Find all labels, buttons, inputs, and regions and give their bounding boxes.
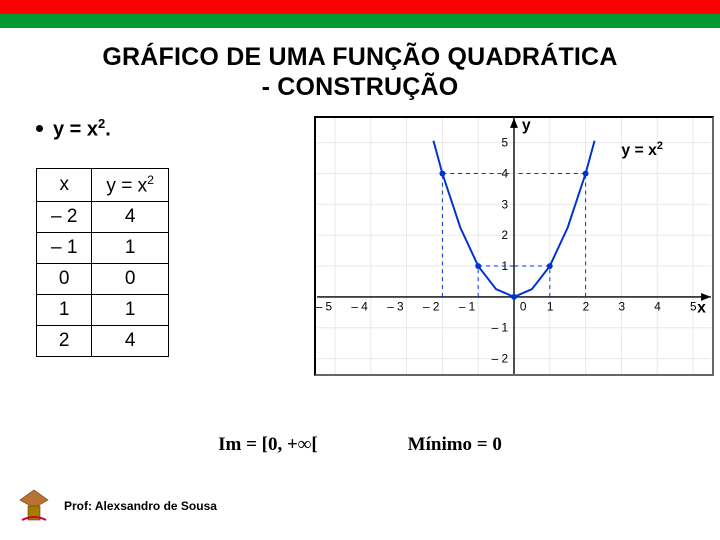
im-text: Im = [0, +∞[ [218, 434, 318, 456]
cell-x: 0 [37, 263, 92, 294]
svg-text:y: y [522, 118, 531, 134]
cell-y: 4 [92, 325, 169, 356]
col-y-prefix: y = x [106, 175, 147, 196]
parabola-chart: – 5– 4– 3– 2– 1012345– 2– 112345yxy = x2 [316, 118, 712, 374]
svg-text:– 3: – 3 [387, 300, 404, 314]
title-line-1: GRÁFICO DE UMA FUNÇÃO QUADRÁTICA [102, 43, 617, 71]
svg-text:– 1: – 1 [492, 321, 508, 335]
content-area: y = x2. x y = x2 – 24 – 11 00 11 24 – 5–… [0, 116, 720, 357]
cell-x: – 2 [37, 201, 92, 232]
cell-x: 1 [37, 294, 92, 325]
svg-text:– 2: – 2 [492, 352, 508, 366]
svg-text:2: 2 [583, 300, 590, 314]
min-text: Mínimo = 0 [408, 434, 502, 456]
top-bar-green [0, 14, 720, 28]
svg-text:– 2: – 2 [423, 300, 439, 314]
svg-text:– 4: – 4 [351, 300, 368, 314]
cell-x: 2 [37, 325, 92, 356]
table-row: – 11 [37, 232, 169, 263]
svg-text:0: 0 [520, 300, 527, 314]
svg-text:1: 1 [547, 300, 554, 314]
chart-container: – 5– 4– 3– 2– 1012345– 2– 112345yxy = x2 [314, 116, 714, 376]
svg-text:– 1: – 1 [459, 300, 475, 314]
col-y-header: y = x2 [92, 168, 169, 201]
footer-text: Prof: Alexsandro de Sousa [64, 499, 217, 513]
cell-y: 1 [92, 232, 169, 263]
top-bar-red [0, 0, 720, 14]
svg-text:4: 4 [654, 300, 661, 314]
col-y-exponent: 2 [147, 173, 154, 187]
table-header-row: x y = x2 [37, 168, 169, 201]
eq-prefix: y = x [53, 119, 98, 141]
title-line-2: - CONSTRUÇÃO [262, 73, 459, 101]
page-title: GRÁFICO DE UMA FUNÇÃO QUADRÁTICA - CONST… [0, 42, 720, 102]
bullet-dot-icon [36, 125, 43, 132]
svg-text:2: 2 [502, 228, 509, 242]
table-row: 11 [37, 294, 169, 325]
svg-text:x: x [697, 300, 706, 317]
bottom-equations: Im = [0, +∞[ Mínimo = 0 [0, 434, 720, 456]
table-row: 00 [37, 263, 169, 294]
cell-y: 0 [92, 263, 169, 294]
cell-y: 4 [92, 201, 169, 232]
col-x-header: x [37, 168, 92, 201]
svg-text:y = x2: y = x2 [621, 140, 663, 159]
table-row: – 24 [37, 201, 169, 232]
equation-text: y = x2. [53, 116, 111, 142]
svg-text:5: 5 [690, 300, 697, 314]
table-row: 24 [37, 325, 169, 356]
school-logo-icon [14, 486, 54, 526]
svg-text:5: 5 [502, 136, 509, 150]
cell-y: 1 [92, 294, 169, 325]
eq-suffix: . [105, 119, 111, 141]
svg-text:3: 3 [618, 300, 625, 314]
cell-x: – 1 [37, 232, 92, 263]
svg-text:– 5: – 5 [316, 300, 332, 314]
svg-text:3: 3 [502, 197, 509, 211]
values-table: x y = x2 – 24 – 11 00 11 24 [36, 168, 169, 357]
footer: Prof: Alexsandro de Sousa [14, 486, 217, 526]
